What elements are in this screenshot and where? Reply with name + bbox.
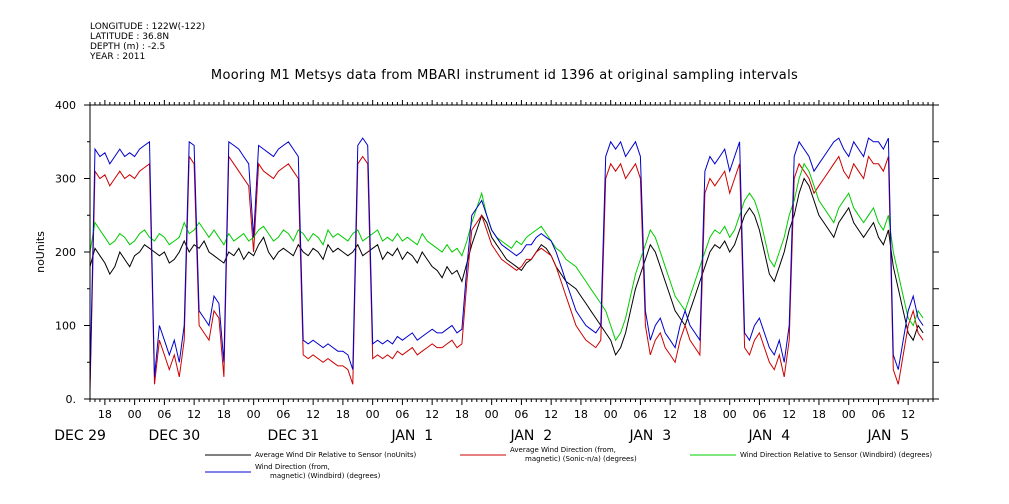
x-hour-label: 18	[336, 408, 350, 421]
station-metadata: LONGITUDE : 122W(-122) LATITUDE : 36.8N …	[90, 22, 205, 62]
x-day-label: JAN 4	[747, 428, 790, 444]
series-line-0	[89, 177, 924, 357]
legend-label: Wind Direction Relative to Sensor (Windb…	[740, 451, 932, 459]
legend-label-cont: magnetic) (Windbird) (degrees)	[270, 472, 381, 480]
x-day-label: JAN 2	[509, 428, 552, 444]
plot-lines	[89, 137, 924, 392]
x-hour-label: 00	[366, 408, 380, 421]
x-hour-label: 18	[693, 408, 707, 421]
x-hour-label: 06	[157, 408, 171, 421]
x-day-label: DEC 30	[148, 428, 200, 444]
x-day-label: JAN 1	[390, 428, 433, 444]
x-hour-label: 06	[276, 408, 290, 421]
x-hour-label: 12	[187, 408, 201, 421]
x-hour-label: 00	[723, 408, 737, 421]
y-axis: 0. 100 200 300 400	[55, 99, 939, 406]
chart-title: Mooring M1 Metsys data from MBARI instru…	[210, 68, 799, 83]
y-tick-label: 100	[55, 320, 76, 333]
legend-label-cont: magnetic) (Sonic-n/a) (degrees)	[525, 455, 637, 463]
legend-label: Wind Direction (from,	[255, 463, 330, 471]
x-hour-label: 18	[98, 408, 112, 421]
x-day-label: DEC 29	[54, 428, 106, 444]
series-line-2	[89, 162, 924, 342]
x-day-label: JAN 5	[866, 428, 909, 444]
longitude-label: LONGITUDE : 122W(-122)	[90, 22, 206, 32]
x-hour-label: 06	[633, 408, 647, 421]
x-hour-label: 00	[247, 408, 261, 421]
x-hour-label: 00	[128, 408, 142, 421]
y-tick-label: 400	[55, 99, 76, 112]
y-tick-label: 0.	[66, 393, 77, 406]
series-line-1	[89, 154, 924, 392]
x-hour-label: 12	[901, 408, 915, 421]
depth-label: DEPTH (m) : -2.5	[90, 42, 166, 52]
y-tick-label: 300	[55, 173, 76, 186]
x-day-label: DEC 31	[267, 428, 319, 444]
x-hour-label: 12	[425, 408, 439, 421]
x-day-label: JAN 3	[628, 428, 671, 444]
x-axis: 18 00 06 12 18 00 06 12 18 00 06 12 18 00 06 12 18 00 06 12…	[54, 100, 934, 444]
x-hour-label: 12	[544, 408, 558, 421]
x-hour-label: 18	[574, 408, 588, 421]
y-tick-label: 200	[55, 246, 76, 259]
legend: Average Wind Dir Relative to Sensor (noU…	[205, 446, 932, 480]
x-hour-label: 18	[455, 408, 469, 421]
x-hour-label: 00	[485, 408, 499, 421]
y-axis-label: noUnits	[34, 231, 47, 273]
x-hour-label: 12	[306, 408, 320, 421]
x-hour-label: 06	[752, 408, 766, 421]
series-line-3	[89, 137, 924, 385]
x-hour-label: 06	[871, 408, 885, 421]
x-hour-label: 18	[217, 408, 231, 421]
year-label: YEAR : 2011	[90, 52, 146, 62]
x-hour-label: 06	[395, 408, 409, 421]
legend-label: Average Wind Dir Relative to Sensor (noU…	[255, 451, 416, 459]
x-hour-label: 12	[663, 408, 677, 421]
x-hour-label: 12	[782, 408, 796, 421]
x-hour-label: 06	[514, 408, 528, 421]
x-hour-label: 00	[604, 408, 618, 421]
x-hour-label: 00	[842, 408, 856, 421]
latitude-label: LATITUDE : 36.8N	[90, 32, 170, 42]
legend-label: Average Wind Direction (from,	[510, 446, 616, 454]
x-hour-label: 18	[812, 408, 826, 421]
